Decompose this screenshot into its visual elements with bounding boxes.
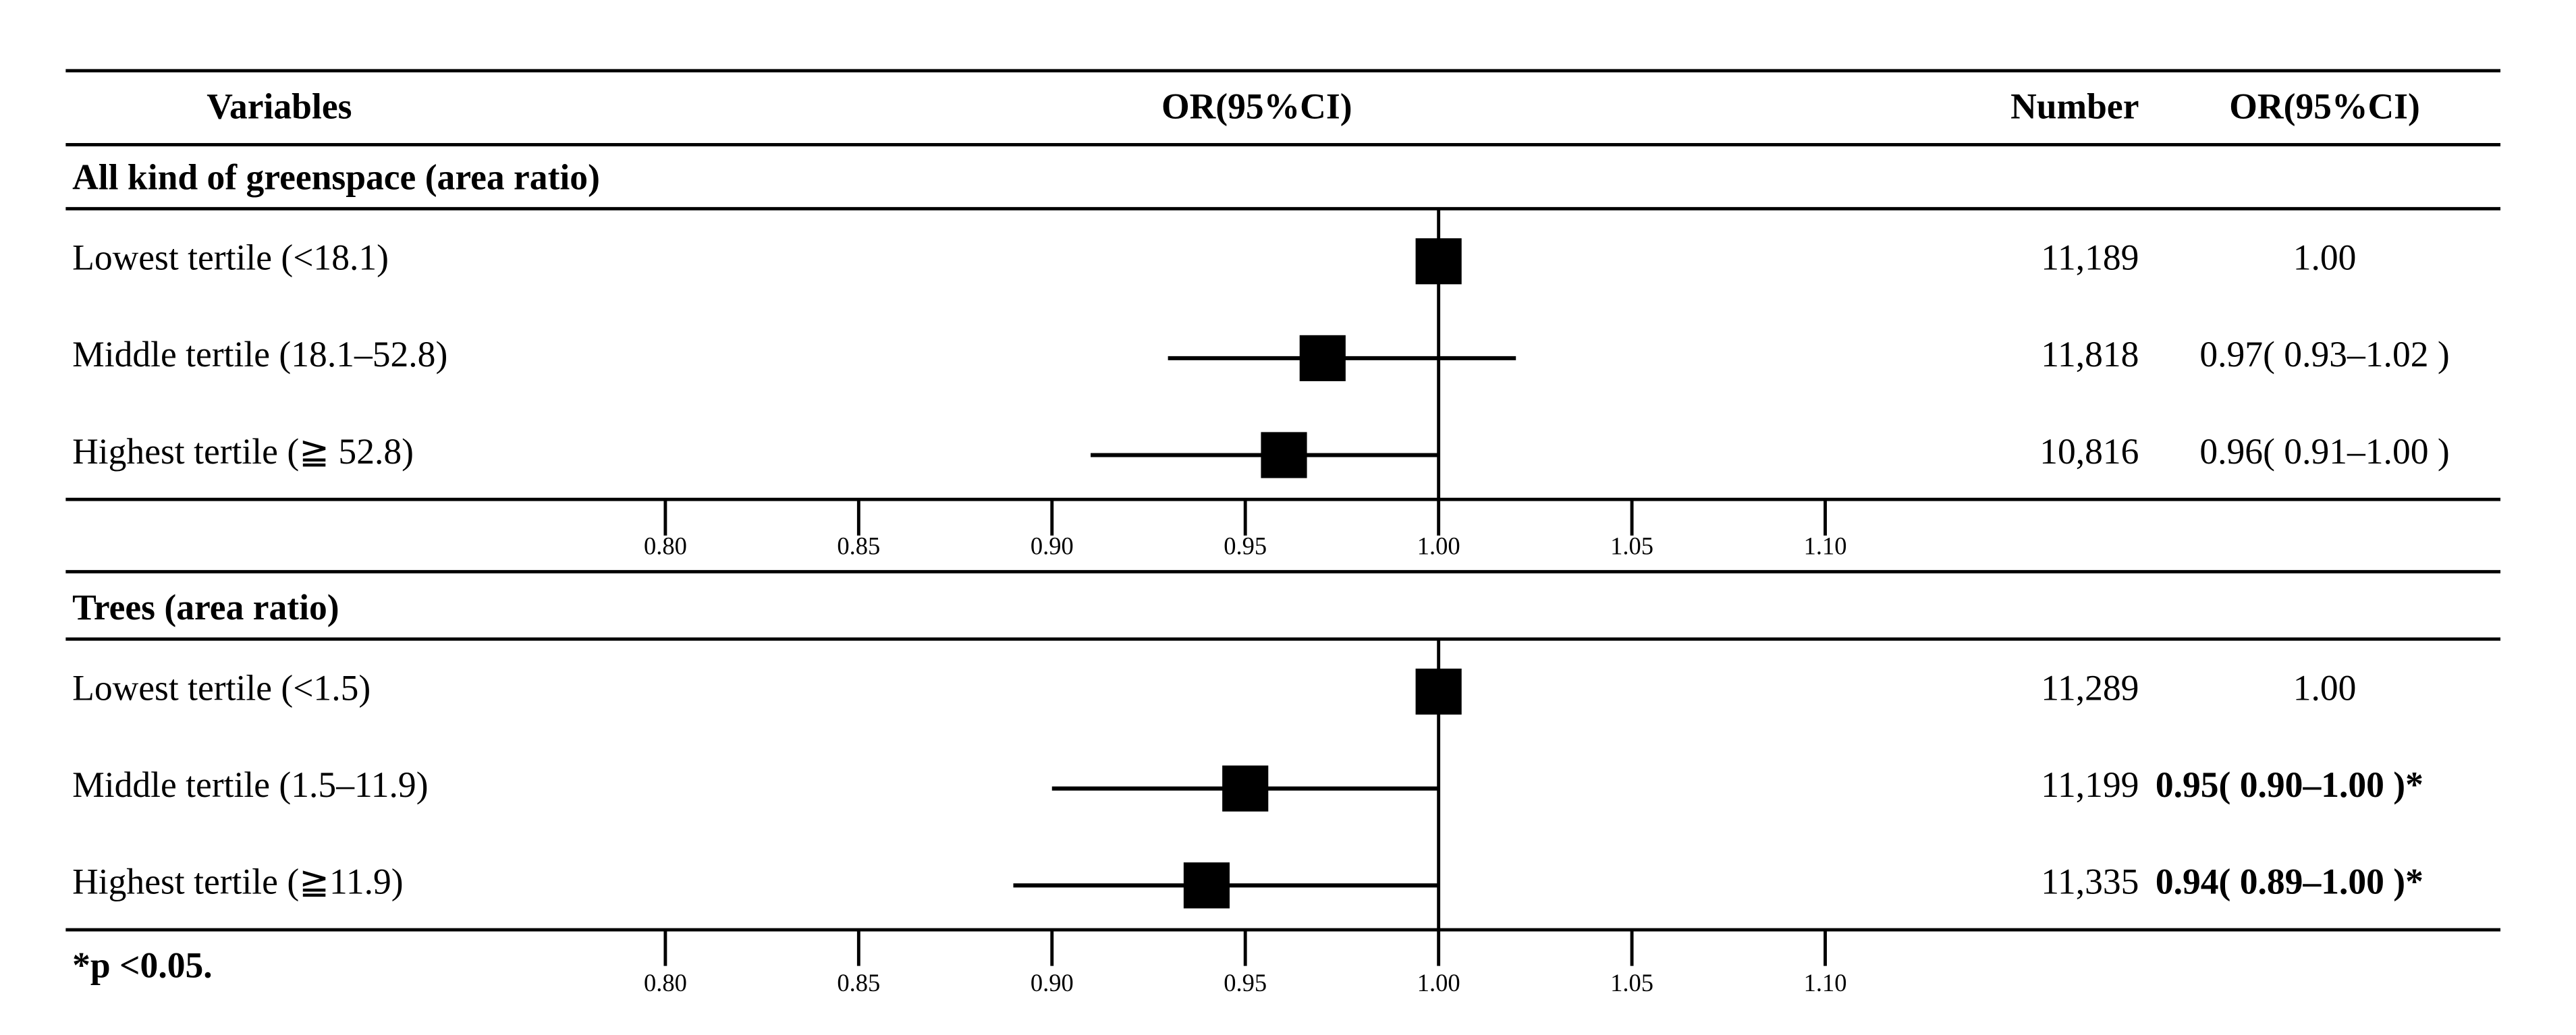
row-label: Middle tertile (1.5–11.9) [72, 764, 428, 805]
row-estimate: 0.97( 0.93–1.02 ) [2199, 334, 2449, 374]
point-estimate [1299, 335, 1346, 381]
row-number: 11,289 [2041, 667, 2139, 708]
x-tick-label: 0.95 [1224, 969, 1267, 997]
x-tick-label: 0.90 [1031, 532, 1074, 560]
header-plot: OR(95%CI) [1161, 86, 1352, 127]
point-estimate [1415, 668, 1462, 715]
point-estimate [1261, 432, 1307, 478]
x-tick-label: 1.00 [1417, 969, 1460, 997]
row-label: Middle tertile (18.1–52.8) [72, 334, 447, 374]
row-estimate: 1.00 [2293, 237, 2357, 278]
row-number: 10,816 [2039, 431, 2139, 472]
row-label: Highest tertile (≧ 52.8) [72, 431, 414, 472]
x-tick-label: 1.10 [1804, 532, 1847, 560]
header-variables: Variables [207, 86, 352, 127]
section-title: All kind of greenspace (area ratio) [72, 157, 600, 197]
x-tick-label: 0.85 [837, 969, 880, 997]
row-number: 11,199 [2041, 764, 2139, 805]
header-estimate: OR(95%CI) [2229, 86, 2420, 127]
x-tick-label: 0.90 [1031, 969, 1074, 997]
x-tick-label: 0.80 [644, 969, 687, 997]
row-estimate: 0.95( 0.90–1.00 )* [2156, 764, 2423, 805]
row-estimate: 0.94( 0.89–1.00 )* [2156, 862, 2423, 902]
point-estimate [1183, 862, 1230, 909]
x-tick-label: 1.05 [1610, 969, 1653, 997]
row-label: Lowest tertile (<1.5) [72, 667, 371, 708]
x-tick-label: 0.80 [644, 532, 687, 560]
point-estimate [1415, 238, 1462, 285]
section-title: Trees (area ratio) [72, 587, 339, 627]
x-tick-label: 0.95 [1224, 532, 1267, 560]
x-tick-label: 1.10 [1804, 969, 1847, 997]
row-number: 11,189 [2041, 237, 2139, 278]
x-tick-label: 1.05 [1610, 532, 1653, 560]
x-tick-label: 1.00 [1417, 532, 1460, 560]
row-number: 11,335 [2041, 862, 2139, 902]
footnote: *p <0.05. [72, 945, 213, 986]
row-estimate: 1.00 [2293, 667, 2357, 708]
row-number: 11,818 [2041, 334, 2139, 374]
row-label: Lowest tertile (<18.1) [72, 237, 389, 278]
header-number: Number [2010, 86, 2139, 127]
row-estimate: 0.96( 0.91–1.00 ) [2199, 431, 2449, 472]
row-label: Highest tertile (≧11.9) [72, 862, 403, 902]
x-tick-label: 0.85 [837, 532, 880, 560]
point-estimate [1222, 765, 1269, 812]
